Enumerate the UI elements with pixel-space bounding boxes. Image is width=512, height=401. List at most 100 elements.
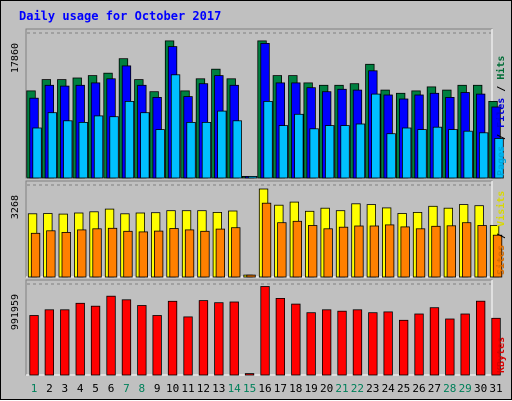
bar-pages-day-28 bbox=[448, 129, 458, 179]
bar-sites-day-12 bbox=[200, 230, 210, 278]
bar-sites-day-22 bbox=[354, 225, 364, 278]
bar-sites-day-17 bbox=[277, 222, 287, 278]
bar-sites-day-13 bbox=[215, 228, 226, 278]
x-tick-label: 26 bbox=[412, 382, 425, 395]
x-tick-label: 8 bbox=[138, 382, 145, 395]
bar-kbytes-day-27 bbox=[429, 307, 440, 376]
bar-pages-day-31 bbox=[494, 138, 504, 179]
bar-pages-day-8 bbox=[140, 112, 150, 179]
bar-sites-day-28 bbox=[446, 225, 457, 278]
legend-item-kbytes: KBytes bbox=[496, 337, 507, 373]
x-tick-label: 29 bbox=[459, 382, 472, 395]
x-axis-labels: 1 2 3 4 5 6 7 8 9 10 11 12 13 14 15 16 17 18 19 20 21 22 23 24 2… bbox=[31, 382, 503, 395]
x-tick-label: 22 bbox=[351, 382, 364, 395]
bar-pages-day-13 bbox=[217, 110, 227, 179]
bar-kbytes-day-6 bbox=[106, 295, 116, 376]
bar-pages-day-16 bbox=[263, 101, 273, 179]
bar-sites-day-6 bbox=[107, 227, 118, 278]
bar-kbytes-day-16 bbox=[260, 286, 270, 376]
bar-pages-day-11 bbox=[186, 122, 196, 179]
bar-pages-day-7 bbox=[124, 101, 135, 179]
bar-sites-day-5 bbox=[92, 228, 102, 278]
bar-pages-day-14 bbox=[232, 120, 242, 179]
bar-kbytes-day-4 bbox=[75, 302, 85, 376]
panel-hits: 17860 Pages / Files / Hits bbox=[10, 28, 507, 179]
bar-pages-day-25 bbox=[401, 127, 412, 179]
bar-sites-day-14 bbox=[231, 227, 241, 278]
legend-item-files: Files bbox=[495, 98, 507, 128]
bar-kbytes-day-20 bbox=[321, 309, 332, 376]
bar-kbytes-day-24 bbox=[383, 311, 393, 376]
bar-sites-day-9 bbox=[153, 230, 164, 278]
bar-kbytes-day-31 bbox=[491, 317, 501, 376]
chart-title: Daily usage for October 2017 bbox=[19, 9, 221, 23]
bar-kbytes-day-29 bbox=[460, 313, 470, 376]
bar-kbytes-day-3 bbox=[60, 309, 70, 376]
x-tick-label: 21 bbox=[335, 382, 348, 395]
bar-kbytes-day-17 bbox=[275, 297, 286, 376]
bar-sites-day-2 bbox=[46, 230, 56, 278]
bar-sites-day-25 bbox=[400, 226, 410, 278]
x-tick-label: 5 bbox=[92, 382, 99, 395]
y-max-label-visits: 3268 bbox=[10, 195, 21, 219]
x-tick-label: 17 bbox=[274, 382, 287, 395]
x-tick-label: 20 bbox=[320, 382, 333, 395]
bar-kbytes-day-9 bbox=[152, 315, 162, 376]
bar-sites-day-29 bbox=[461, 222, 472, 278]
bar-sites-day-18 bbox=[292, 220, 303, 278]
bar-pages-day-4 bbox=[78, 122, 88, 179]
bar-sites-day-24 bbox=[384, 224, 395, 278]
bar-kbytes-day-10 bbox=[167, 300, 178, 376]
x-tick-label: 25 bbox=[397, 382, 410, 395]
x-tick-label: 28 bbox=[443, 382, 456, 395]
bar-pages-day-23 bbox=[371, 93, 381, 179]
bar-pages-day-24 bbox=[386, 133, 396, 179]
bar-kbytes-day-1 bbox=[29, 315, 39, 376]
bar-kbytes-day-12 bbox=[198, 300, 209, 376]
y-max-label-kbytes: 991959 bbox=[10, 294, 21, 330]
bar-sites-day-19 bbox=[307, 225, 318, 278]
bar-kbytes-day-25 bbox=[398, 319, 409, 376]
bar-pages-day-5 bbox=[93, 115, 104, 179]
bar-kbytes-day-15 bbox=[244, 373, 255, 376]
bar-kbytes-day-11 bbox=[183, 316, 193, 376]
bar-pages-day-3 bbox=[63, 120, 73, 179]
bar-sites-day-27 bbox=[431, 225, 441, 278]
x-tick-label: 18 bbox=[289, 382, 302, 395]
bar-kbytes-day-13 bbox=[214, 302, 224, 376]
bar-kbytes-day-28 bbox=[445, 318, 455, 376]
panel-visits: 3268 Sites / Visits bbox=[10, 180, 507, 278]
bar-sites-day-11 bbox=[184, 229, 195, 278]
x-tick-label: 13 bbox=[212, 382, 225, 395]
bar-sites-day-4 bbox=[77, 229, 87, 278]
chart-panels: 17860 Pages / Files / Hits 3268 Sites / Vis… bbox=[10, 28, 507, 376]
bar-kbytes-day-8 bbox=[137, 305, 147, 376]
bar-pages-day-20 bbox=[324, 125, 335, 179]
x-tick-label: 2 bbox=[46, 382, 53, 395]
bar-pages-day-29 bbox=[463, 130, 473, 179]
bar-sites-day-20 bbox=[323, 228, 333, 278]
legend-item-hits: Hits bbox=[495, 56, 507, 80]
legend-visits: Sites / Visits bbox=[495, 191, 507, 275]
x-tick-label: 4 bbox=[77, 382, 84, 395]
plot-area-kbytes bbox=[25, 279, 493, 376]
y-max-label-hits: 17860 bbox=[10, 43, 21, 73]
x-tick-label: 3 bbox=[61, 382, 68, 395]
bar-sites-day-10 bbox=[169, 228, 179, 278]
bar-pages-day-9 bbox=[155, 129, 165, 179]
bar-sites-day-31 bbox=[492, 234, 503, 278]
bar-pages-day-26 bbox=[417, 129, 427, 179]
bar-kbytes-day-18 bbox=[291, 303, 301, 376]
bar-sites-day-21 bbox=[338, 226, 349, 278]
bar-pages-day-2 bbox=[47, 112, 57, 179]
bar-kbytes-day-2 bbox=[44, 309, 54, 376]
bar-pages-day-17 bbox=[278, 125, 289, 179]
bar-sites-day-30 bbox=[477, 225, 487, 278]
bar-kbytes-day-7 bbox=[121, 299, 132, 376]
bar-sites-day-15 bbox=[246, 274, 256, 278]
bar-sites-day-16 bbox=[261, 202, 272, 278]
x-tick-label: 7 bbox=[123, 382, 130, 395]
panel-kbytes: 991959 KBytes bbox=[10, 279, 507, 376]
bar-sites-day-3 bbox=[61, 231, 71, 278]
